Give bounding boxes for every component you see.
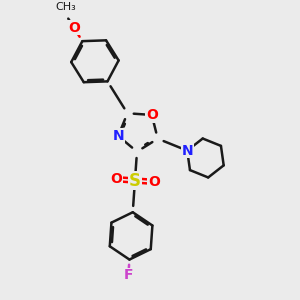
Text: O: O xyxy=(148,175,160,189)
Text: O: O xyxy=(68,21,80,35)
Text: F: F xyxy=(124,268,133,282)
Text: CH₃: CH₃ xyxy=(55,2,76,12)
Text: O: O xyxy=(146,108,158,122)
Text: S: S xyxy=(129,172,141,190)
Text: O: O xyxy=(110,172,122,186)
Text: N: N xyxy=(112,129,124,143)
Text: N: N xyxy=(182,144,193,158)
